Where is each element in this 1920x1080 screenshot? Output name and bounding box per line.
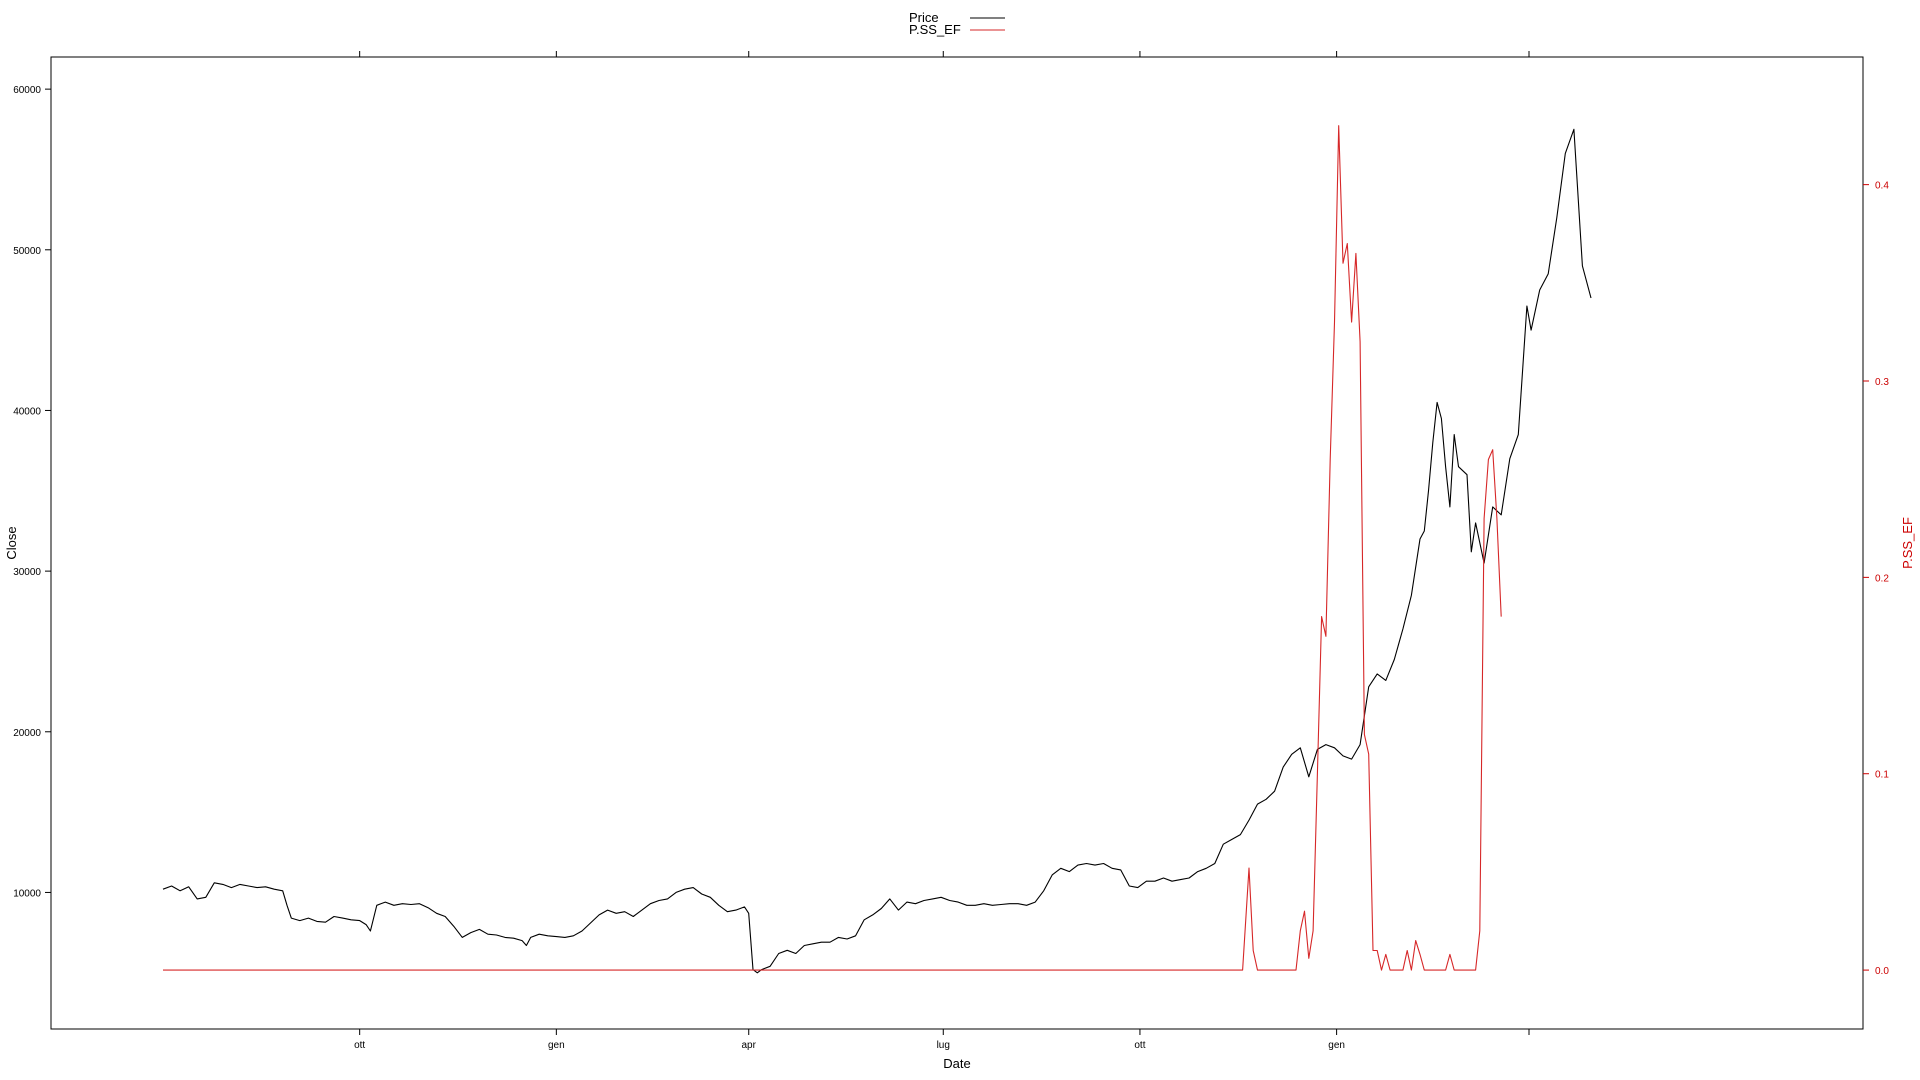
y-axis-right: 0.0 0.1 0.2 0.3 0.4 xyxy=(1863,181,1889,977)
series-line-price xyxy=(162,128,1592,974)
y-tick-label: 30000 xyxy=(13,567,41,578)
legend: Price P.SS_EF xyxy=(909,10,1005,37)
x-tick-label: ott xyxy=(354,1040,365,1051)
x-tick-label: gen xyxy=(1328,1040,1345,1051)
y2-tick-label: 0.1 xyxy=(1875,770,1889,781)
x-axis-label: Date xyxy=(943,1056,970,1071)
legend-label-pss-ef: P.SS_EF xyxy=(909,22,961,37)
y-axis-label: Close xyxy=(4,526,19,559)
y2-tick-label: 0.0 xyxy=(1875,966,1889,977)
y-tick-label: 20000 xyxy=(13,728,41,739)
y2-tick-label: 0.3 xyxy=(1875,377,1889,388)
y2-axis-label: P.SS_EF xyxy=(1900,517,1915,569)
x-tick-label: gen xyxy=(548,1040,565,1051)
y-tick-label: 50000 xyxy=(13,246,41,257)
series-layer xyxy=(162,125,1592,974)
legend-label-price: Price xyxy=(909,10,939,25)
y-tick-label: 40000 xyxy=(13,406,41,417)
plot-frame xyxy=(50,56,1864,1030)
x-tick-label: apr xyxy=(742,1040,757,1051)
y2-tick-label: 0.2 xyxy=(1875,573,1889,584)
series-line-p-ss-ef xyxy=(163,125,1502,971)
y2-tick-label: 0.4 xyxy=(1875,181,1889,192)
x-axis: ott gen apr lug ott gen xyxy=(354,51,1530,1051)
x-tick-label: lug xyxy=(937,1040,950,1051)
x-tick-label: ott xyxy=(1134,1040,1145,1051)
y-tick-label: 10000 xyxy=(13,888,41,899)
y-axis-left: 10000 20000 30000 40000 50000 60000 xyxy=(13,85,51,899)
y-tick-label: 60000 xyxy=(13,85,41,96)
